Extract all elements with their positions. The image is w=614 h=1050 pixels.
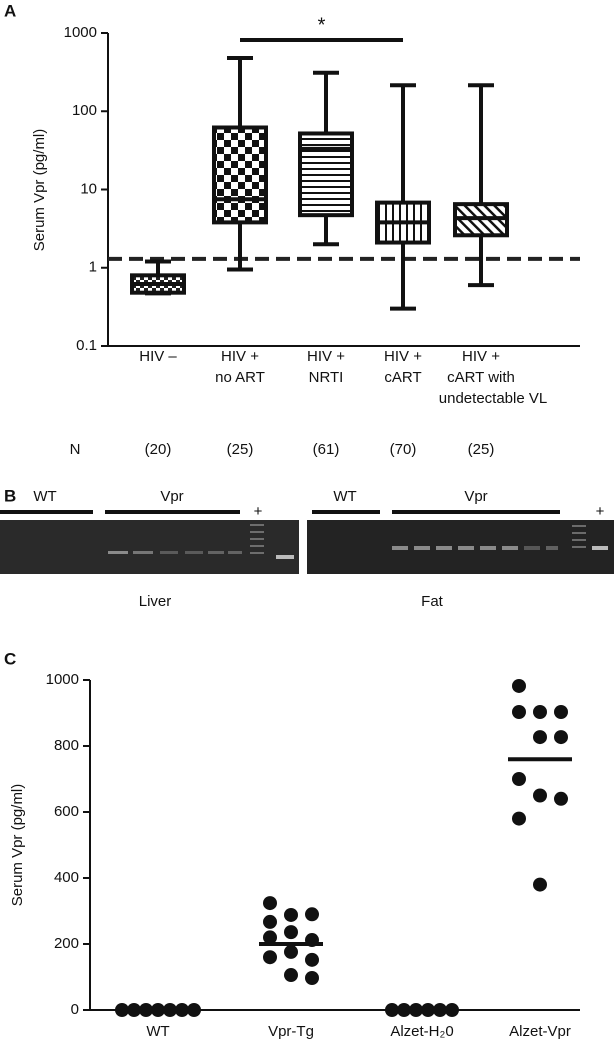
group-bar [312,510,380,514]
gel-group: Vpr [464,488,487,505]
point [284,968,298,983]
y-tick-label: 1000 [46,671,79,688]
y-tick-label: 1 [89,259,97,276]
n-value: (20) [145,441,172,458]
y-tick-label: 200 [54,935,79,952]
y-tick-label: 10 [80,180,97,197]
y-tick-label: 1000 [64,24,97,41]
gel-bands [108,524,608,559]
box [298,131,354,218]
x-tick-label: NRTI [309,369,344,386]
point [512,772,526,786]
x-tick-label: HIV + [384,348,422,365]
point [533,877,547,892]
n-value: (25) [468,441,495,458]
y-axis-label: Serum Vpr (pg/ml) [31,129,48,252]
point [533,730,547,745]
point [263,930,277,945]
x-tick-label: cART with [447,369,515,386]
gel-image [0,520,299,574]
point [284,925,298,940]
y-tick-label: 100 [72,102,97,119]
n-value: (70) [390,441,417,458]
gel-panel: WT Vpr + WT Vpr + Liver Fat [0,488,614,610]
point [554,730,568,745]
point [263,896,277,911]
gel-group: WT [33,488,56,505]
group-bar [0,510,93,514]
point [284,907,298,922]
group-bar [392,510,560,514]
y-tick-label: 600 [54,803,79,820]
x-tick-label: HIV + [462,348,500,365]
point [512,705,526,720]
y-tick-label: 400 [54,869,79,886]
x-tick-label: no ART [215,369,265,386]
x-tick-label: undetectable VL [439,390,547,407]
n-label: N [70,441,81,458]
x-tick-label: HIV – [139,348,177,365]
point [263,914,277,929]
point [305,952,319,967]
point [554,791,568,806]
point [305,970,319,985]
y-tick-label: 800 [54,737,79,754]
x-tick-label: Vpr-Tg [268,1023,314,1040]
panel-label: B [4,486,16,505]
gel-positive: + [596,503,605,520]
x-tick-label: WT [146,1023,169,1040]
gel-tissue: Liver [139,593,172,610]
point [512,811,526,826]
point [533,788,547,803]
n-value: (61) [313,441,340,458]
gel-group: WT [333,488,356,505]
box [212,125,268,225]
x-tick-label: Alzet-Vpr [509,1023,571,1040]
point [115,1003,129,1017]
annotation: * [318,14,326,36]
gel-positive: + [254,503,263,520]
x-tick-label: cART [384,369,421,386]
y-tick-label: 0 [71,1001,79,1018]
panel-label: A [4,1,16,20]
point [533,705,547,720]
point [187,1003,201,1017]
n-value: (25) [227,441,254,458]
x-tick-label: HIV + [221,348,259,365]
gel-tissue: Fat [421,593,444,610]
y-tick-label: 0.1 [76,337,97,354]
panel-label: C [4,649,16,668]
gel-group: Vpr [160,488,183,505]
point [512,678,526,693]
point [305,907,319,922]
x-tick-label: HIV + [307,348,345,365]
group-bar [105,510,240,514]
point [284,944,298,959]
point [554,705,568,720]
y-axis-label: Serum Vpr (pg/ml) [9,784,26,907]
x-tick-label: Alzet-H₂0 [390,1023,453,1040]
point [263,950,277,965]
